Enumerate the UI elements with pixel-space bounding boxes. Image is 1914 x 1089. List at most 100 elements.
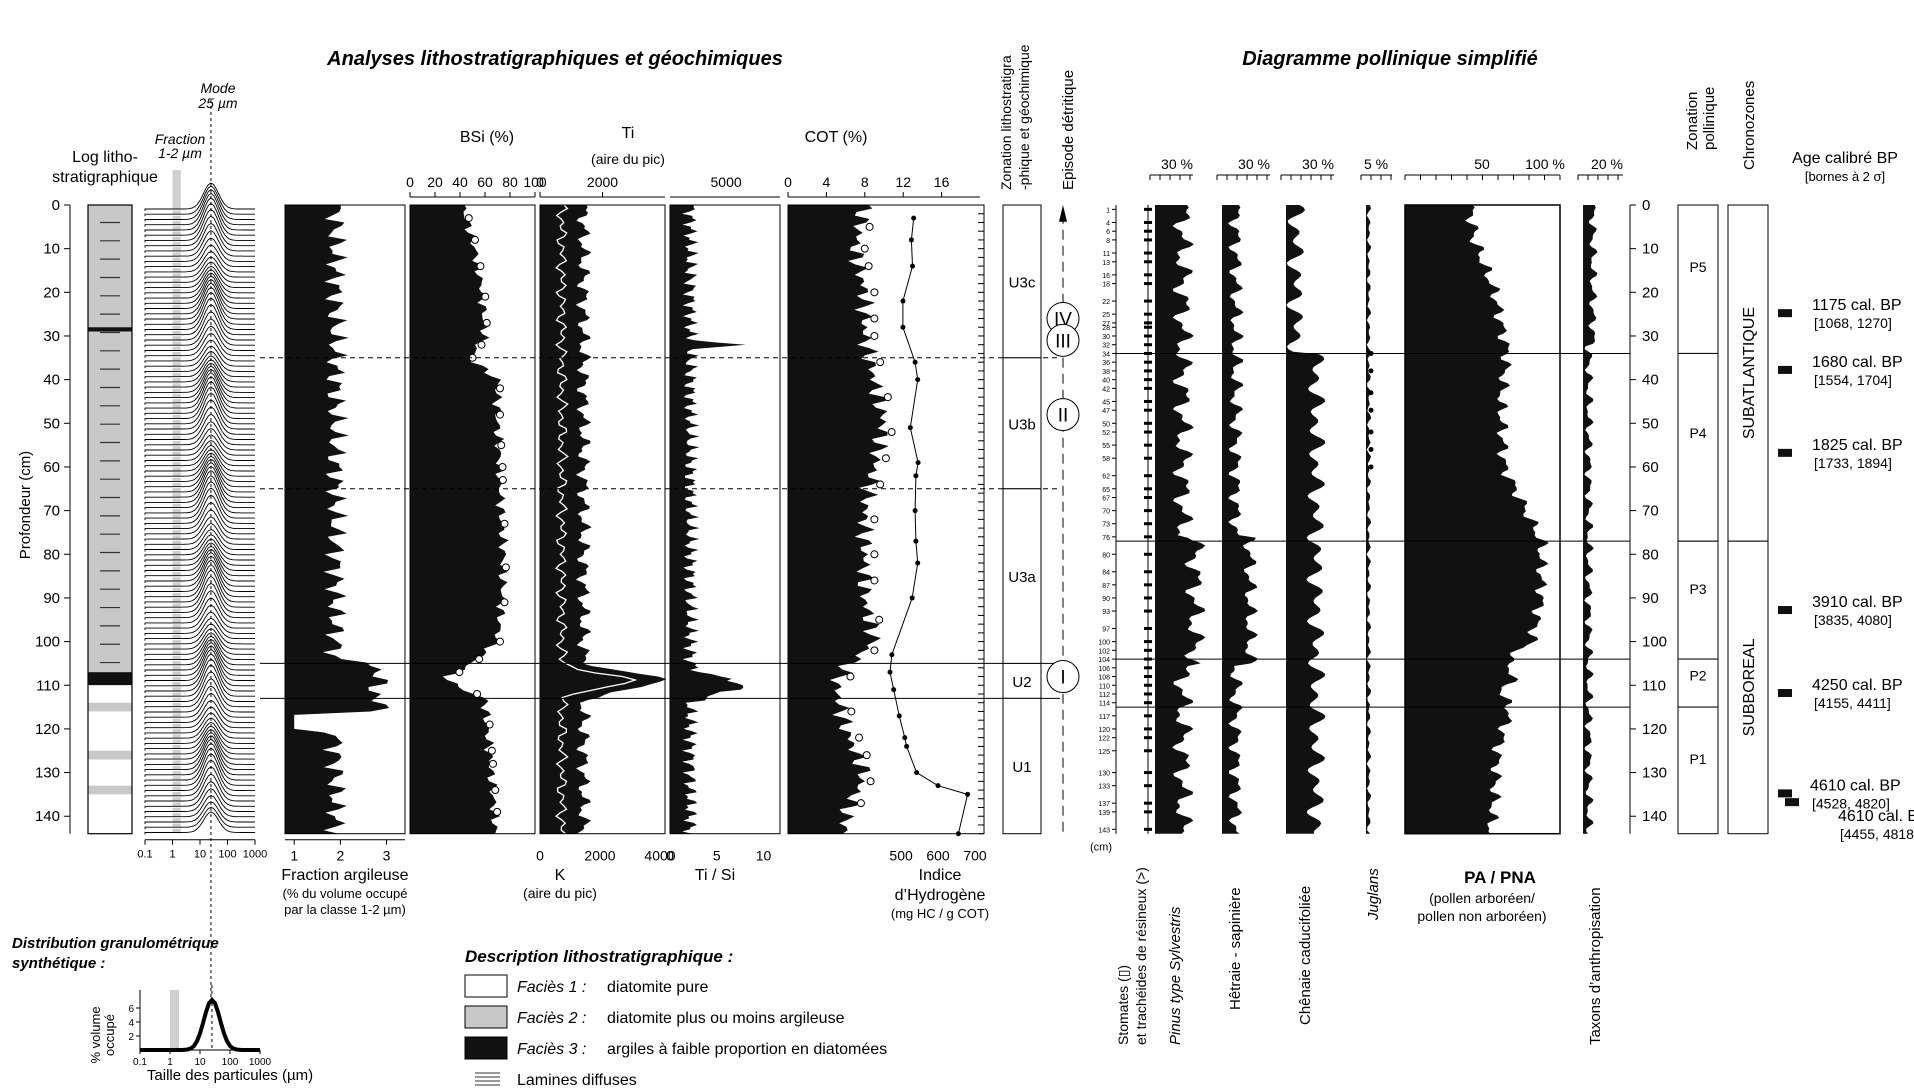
- ages-title-2: [bornes à 2 σ]: [1805, 169, 1885, 184]
- ti-subtitle: (aire du pic): [591, 151, 665, 167]
- pollen-sample-label: 38: [1102, 369, 1110, 376]
- zonation-title-1: Zonation lithostratigra: [998, 55, 1014, 190]
- left-title: Analyses lithostratigraphiques et géochi…: [326, 48, 783, 70]
- log-title-2: stratigraphique: [52, 169, 158, 186]
- stomata-mark: [1144, 343, 1152, 347]
- cot-point: [862, 751, 871, 760]
- juglans-point: [1368, 407, 1374, 413]
- cot-tick-label: 12: [895, 174, 911, 190]
- hi-point: [887, 669, 893, 675]
- facies-name: Faciès 3 :: [517, 1041, 586, 1058]
- log-title-1: Log litho-: [72, 149, 138, 166]
- grain-curve: [144, 230, 255, 259]
- pollen-zone-box: [1677, 658, 1719, 708]
- mini-distribution-curve: [140, 997, 260, 1052]
- age-value: 4610 cal. BP: [1838, 808, 1914, 825]
- cot-area: [788, 205, 889, 834]
- hi-tick-label: 600: [926, 848, 950, 864]
- pollen-depth-label: 60: [1642, 459, 1659, 476]
- facies-desc: diatomite plus ou moins argileuse: [607, 1010, 845, 1027]
- pollen-zone-label: P3: [1689, 581, 1706, 597]
- depth-tick-label: 80: [43, 546, 60, 563]
- ti-tick-label: 2000: [587, 174, 618, 190]
- stomata-mark: [1144, 596, 1152, 600]
- depth-tick-label: 110: [36, 677, 60, 694]
- grain-curve: [144, 413, 255, 442]
- pollen-sample-label: 114: [1099, 701, 1110, 708]
- grain-curve: [144, 237, 255, 264]
- episode-label: II: [1058, 406, 1069, 427]
- stomata-mark: [1144, 430, 1152, 434]
- bsi-point: [464, 214, 473, 223]
- mini-fraction-band: [170, 990, 180, 1050]
- zonation-title-2: -phique et géochimique: [1016, 44, 1032, 190]
- hi-label-3: (mg HC / g COT): [891, 906, 989, 921]
- grain-curve: [144, 611, 255, 636]
- episode-label: I: [1060, 668, 1065, 689]
- age-value: 4610 cal. BP: [1810, 777, 1901, 794]
- pollen-zone-box: [1677, 352, 1719, 542]
- stomata-mark: [1144, 238, 1152, 242]
- stomata-mark: [1144, 325, 1152, 329]
- anthrop-label: Taxons d’anthropisation: [1587, 887, 1604, 1045]
- grain-curve: [144, 516, 255, 542]
- pollen-zone-label: P2: [1689, 668, 1706, 684]
- grain-curve: [144, 345, 255, 369]
- cot-point: [876, 358, 885, 367]
- stomata-mark: [1144, 648, 1152, 652]
- stomata-mark: [1144, 535, 1152, 539]
- cot-tick-label: 4: [823, 174, 831, 190]
- cot-point: [883, 393, 892, 402]
- fraction-label-1: Fraction: [155, 131, 206, 147]
- mini-x-tick-label: 100: [222, 1057, 239, 1068]
- stomata-label-2: et trachéides de résineux (>): [1133, 867, 1149, 1045]
- age-value: 3910 cal. BP: [1812, 594, 1903, 611]
- pinus-label: Pinus type Sylvestris: [1167, 906, 1184, 1045]
- hi-line: [889, 218, 969, 834]
- mini-x-tick-label: 1: [167, 1057, 173, 1068]
- hi-point: [912, 508, 918, 514]
- depth-tick-label: 100: [35, 634, 60, 651]
- hi-point: [904, 743, 910, 749]
- stomata-mark: [1144, 334, 1152, 338]
- grain-curve: [144, 256, 255, 280]
- pa-pna-sub-1: (pollen arboréen/: [1429, 890, 1535, 906]
- depth-tick-label: 40: [43, 372, 60, 389]
- cot-tick-label: 16: [934, 174, 950, 190]
- cot-point: [870, 550, 879, 559]
- age-marker: [1778, 448, 1792, 457]
- pollen-sample-label: 90: [1102, 596, 1110, 603]
- stomata-mark: [1144, 260, 1152, 264]
- grain-curve: [144, 509, 255, 536]
- bsi-area: [410, 205, 509, 834]
- age-range: [1733, 1894]: [1814, 455, 1892, 471]
- grain-curve: [144, 421, 255, 447]
- pollen-diagram: 1468111316182225272830323436384042454750…: [1090, 156, 1667, 1045]
- log-frame: [87, 204, 133, 835]
- pa-pna-frame: [1404, 204, 1561, 835]
- stomata-mark: [1144, 220, 1152, 224]
- pollen-sample-label: 4: [1106, 220, 1110, 227]
- grain-curve: [144, 811, 255, 835]
- grain-curve: [144, 501, 255, 531]
- bsi-point: [476, 262, 485, 271]
- stomata-mark: [1144, 229, 1152, 233]
- pa-pna-label: PA / PNA: [1464, 868, 1536, 887]
- pollen-sample-label: 42: [1102, 386, 1110, 393]
- pollen-scale-label: 30 %: [1161, 156, 1193, 172]
- pollen-sample-label: 28: [1102, 325, 1110, 332]
- pollen-sample-label: 8: [1106, 238, 1110, 245]
- panel-frame: [539, 204, 666, 835]
- cot-title: COT (%): [805, 129, 868, 146]
- bsi-point: [455, 668, 464, 677]
- stomata-mark: [1144, 456, 1152, 460]
- depth-tick-label: 90: [43, 590, 60, 607]
- stomata-mark: [1144, 640, 1152, 644]
- bsi-point: [500, 598, 509, 607]
- grain-curve: [144, 780, 255, 809]
- hi-point: [911, 215, 917, 221]
- hi-point: [965, 791, 971, 797]
- pollen-sample-label: 18: [1102, 282, 1110, 289]
- juglans-point: [1368, 464, 1374, 470]
- chronozone-label: SUBATLANTIQUE: [1741, 307, 1758, 439]
